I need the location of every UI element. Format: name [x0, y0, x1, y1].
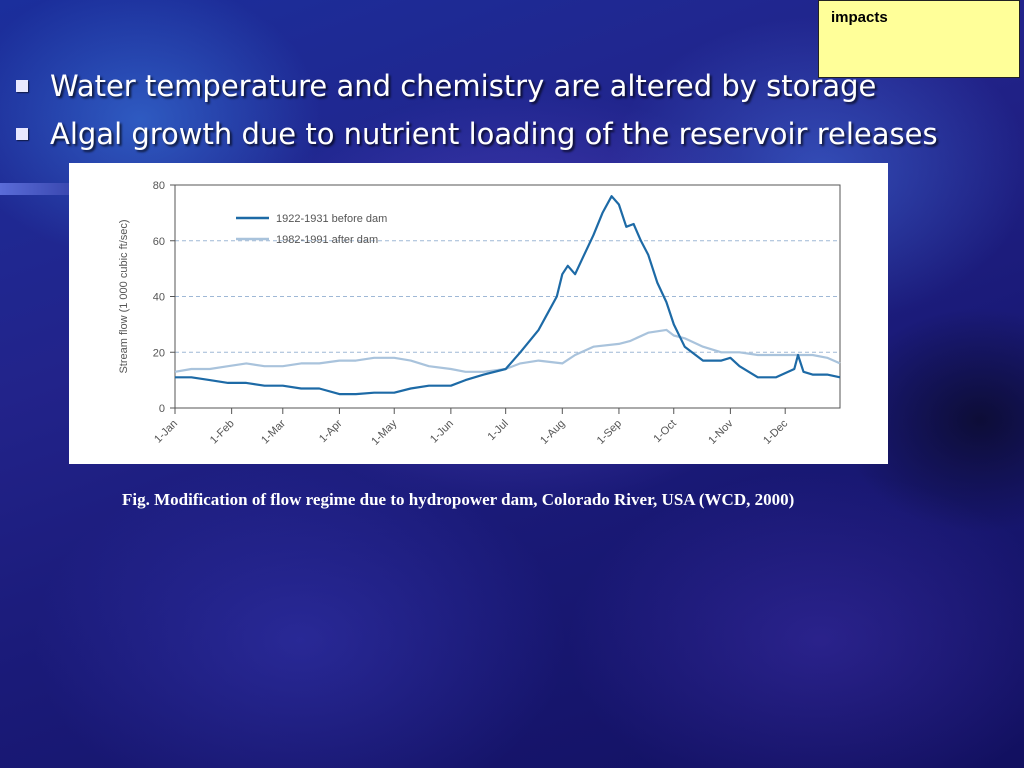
x-tick-label: 1-Sep	[595, 418, 624, 447]
y-tick-label: 80	[153, 180, 165, 192]
impacts-note-text: impacts	[831, 9, 888, 26]
y-tick-label: 20	[153, 347, 165, 359]
y-axis-label: Stream flow (1 000 cubic ft/sec)	[118, 219, 130, 373]
decorative-strip	[0, 183, 70, 195]
x-tick-label: 1-Jul	[485, 418, 510, 443]
y-tick-label: 60	[153, 236, 165, 248]
bullet-list: Water temperature and chemistry are alte…	[12, 62, 938, 158]
legend-label: 1982-1991 after dam	[276, 234, 378, 246]
x-tick-label: 1-Apr	[317, 417, 345, 445]
x-tick-label: 1-Feb	[208, 418, 237, 447]
x-tick-label: 1-Mar	[259, 417, 288, 446]
x-tick-label: 1-Nov	[706, 417, 736, 447]
bullet-text: Water temperature and chemistry are alte…	[50, 69, 877, 103]
flow-chart: 0 20 40 60 80 Stream flow (1 000 cubic ft/sec…	[118, 180, 841, 448]
x-tick-label: 1-Jun	[428, 418, 456, 446]
square-bullet-icon	[16, 128, 28, 140]
figure-caption: Fig. Modification of flow regime due to …	[122, 490, 795, 509]
chart-panel: 0 20 40 60 80 Stream flow (1 000 cubic ft/sec…	[69, 163, 888, 464]
bullet-text: Algal growth due to nutrient loading of …	[50, 117, 938, 151]
x-tick-label: 1-Jan	[152, 418, 180, 446]
bullet-item: Water temperature and chemistry are alte…	[12, 62, 938, 110]
x-tick-label: 1-Dec	[761, 417, 791, 447]
bullet-item: Algal growth due to nutrient loading of …	[12, 110, 938, 158]
series-line-before-dam	[175, 195, 841, 396]
impacts-note: impacts	[818, 0, 1020, 78]
x-tick-label: 1-May	[369, 417, 399, 447]
square-bullet-icon	[16, 80, 28, 92]
y-tick-label: 40	[153, 292, 165, 304]
y-tick-label: 0	[159, 403, 165, 415]
series-line-after-dam	[174, 328, 841, 373]
legend-label: 1922-1931 before dam	[276, 213, 387, 225]
x-tick-label: 1-Aug	[538, 418, 567, 447]
x-tick-label: 1-Oct	[651, 418, 679, 446]
